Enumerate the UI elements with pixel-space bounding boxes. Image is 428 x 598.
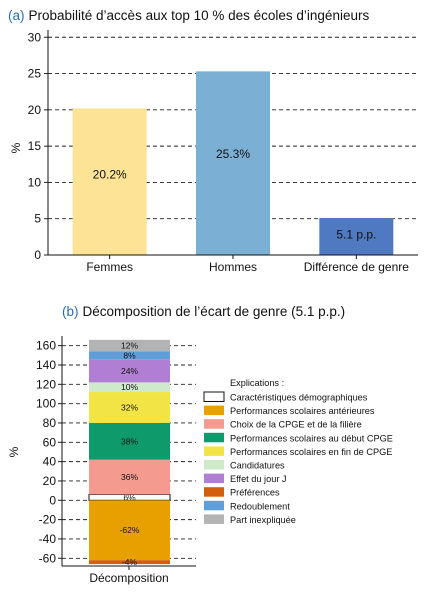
y-tick-label: 0: [34, 248, 41, 262]
legend-swatch: [203, 391, 225, 402]
y-tick-label: -20: [39, 513, 57, 527]
legend-label: Candidatures: [230, 461, 285, 471]
chart-a-axis: 0 5 10 15 20 25 30 Femmes Hommes Différence de ge…: [28, 30, 418, 274]
chart-a-y-axis-label: %: [9, 142, 23, 153]
stack-segment: [89, 459, 170, 495]
legend-label: Choix de la CPGE et de la filière: [230, 420, 362, 430]
segment-data-label: 6%: [123, 492, 136, 502]
segment-data-label: -62%: [120, 525, 140, 535]
stack-segment: [89, 359, 170, 383]
bar-data-label: 20.2%: [93, 167, 127, 181]
legend-label: Redoublement: [230, 501, 290, 511]
y-tick-label: 120: [36, 377, 56, 391]
segment-data-label: 12%: [121, 341, 138, 351]
legend-swatch: [204, 473, 224, 484]
y-tick-label: 100: [36, 397, 56, 411]
y-tick-label: 60: [43, 435, 57, 449]
stack-segment: [89, 422, 170, 460]
chart-b-title-text: Décomposition de l’écart de genre (5.1 p…: [83, 304, 346, 319]
segment-data-label: 8%: [123, 350, 136, 360]
stack-segment: [89, 339, 170, 352]
bar-data-label: 5.1 p.p.: [336, 228, 376, 242]
y-tick-label: 20: [43, 474, 57, 488]
y-tick-label: 5: [34, 212, 41, 226]
stack-segment: [89, 351, 170, 360]
legend-swatch: [204, 514, 224, 524]
stack-segment: [89, 560, 170, 565]
legend-swatch: [204, 405, 224, 416]
legend-swatch: [204, 460, 224, 470]
chart-b-axis: -60 -40 -20 0 20 40 60 80 100 120 140 160 Décomposit…: [36, 336, 196, 585]
segment-data-label: 38%: [121, 436, 138, 446]
chart-b-title: (b) Décomposition de l’écart de genre (5.…: [62, 304, 345, 319]
chart-a-title: (a) Probabilité d’accès aux top 10 % des …: [8, 8, 369, 23]
chart-b-legend: Explications : Caractéristiques démograp…: [203, 378, 393, 525]
segment-data-label: 32%: [121, 403, 138, 413]
legend-title: Explications :: [230, 378, 284, 388]
x-category-label: Décomposition: [89, 571, 168, 585]
bar: [319, 217, 394, 255]
bar-data-label: 25.3%: [216, 147, 250, 161]
chart-a: (a) Probabilité d’accès aux top 10 % des …: [8, 8, 418, 274]
segment-data-label: 24%: [121, 366, 138, 376]
y-tick-label: 80: [43, 416, 57, 430]
y-tick-label: 40: [43, 455, 57, 469]
segment-data-label: 36%: [121, 472, 138, 482]
legend-swatch: [204, 487, 224, 497]
legend-swatch: [204, 419, 224, 429]
legend-swatch: [204, 446, 224, 456]
chart-b-y-axis-label: %: [7, 446, 21, 457]
y-tick-label: 25: [28, 67, 42, 81]
chart-a-title-text: Probabilité d’accès aux top 10 % des éco…: [29, 8, 370, 23]
x-category-label: Différence de genre: [304, 260, 410, 274]
x-category-label: Femmes: [86, 260, 133, 274]
chart-a-tag: (a): [8, 8, 25, 23]
legend-label: Performances scolaires antérieures: [230, 406, 375, 416]
legend-swatch: [204, 500, 224, 511]
y-tick-label: -60: [39, 551, 57, 565]
y-tick-label: 15: [28, 139, 42, 153]
bar: [196, 71, 270, 255]
bar: [72, 108, 147, 255]
stack-segment: [89, 392, 170, 423]
y-tick-label: 160: [36, 339, 56, 353]
chart-a-bars: 20.2% 25.3% 5.1 p.p.: [72, 71, 394, 255]
y-tick-label: 20: [28, 103, 42, 117]
legend-label: Caractéristiques démographiques: [230, 393, 368, 403]
x-category-label: Hommes: [209, 260, 257, 274]
y-tick-label: 140: [36, 358, 56, 372]
y-tick-label: -40: [39, 532, 57, 546]
stack-segment: [89, 500, 170, 561]
chart-b-tag: (b): [62, 304, 79, 319]
legend-swatch: [204, 432, 224, 443]
legend-label: Effet du jour J: [230, 474, 287, 484]
legend-label: Performances scolaires au début CPGE: [230, 433, 393, 443]
segment-data-label: 10%: [121, 382, 138, 392]
chart-b: (b) Décomposition de l’écart de genre (5.…: [7, 304, 393, 585]
legend-label: Part inexpliquée: [230, 515, 296, 525]
segment-data-label: -4%: [122, 557, 138, 567]
legend-label: Préférences: [230, 488, 280, 498]
y-tick-label: 10: [28, 175, 42, 189]
chart-b-segments: 6% 36% 38% 32% 10% 24% 8%12% -62% -4%: [88, 339, 171, 567]
legend-label: Performances scolaires en fin de CPGE: [230, 447, 392, 457]
y-tick-label: 30: [28, 30, 42, 44]
y-tick-label: 0: [49, 493, 56, 507]
stack-segment: [89, 382, 170, 393]
